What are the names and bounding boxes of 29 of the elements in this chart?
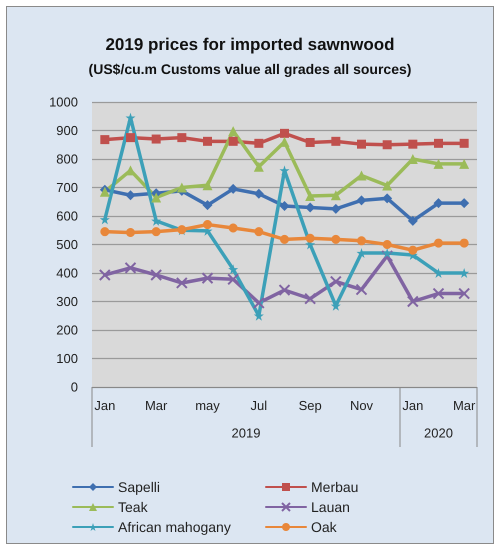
- x-tick-label: Sep: [298, 398, 322, 413]
- chart-title: 2019 prices for imported sawnwood: [105, 35, 395, 54]
- chart-subtitle: (US$/cu.m Customs value all grades all sources): [88, 61, 412, 77]
- x-tick-label: Nov: [350, 398, 374, 413]
- y-tick-label: 300: [56, 294, 78, 309]
- y-tick-label: 600: [56, 208, 78, 224]
- text: 2019: [232, 426, 260, 440]
- legend-label: Lauan: [311, 499, 350, 515]
- y-tick-label: 200: [56, 322, 78, 338]
- y-tick-label: 400: [56, 266, 78, 280]
- x-tick-label: Mar: [144, 398, 168, 413]
- y-tick-label: 0: [70, 380, 78, 394]
- legend-label: Oak: [311, 519, 338, 535]
- y-tick-label: 500: [56, 237, 78, 252]
- x-tick-label: Mar: [452, 398, 476, 413]
- legend-label: Sapelli: [118, 479, 160, 495]
- legend-label: African mahogany: [118, 519, 231, 535]
- x-tick-label: Jan: [402, 398, 424, 413]
- y-tick-label: 800: [56, 152, 78, 166]
- x-tick-label: Jan: [94, 398, 116, 413]
- legend-label: Teak: [118, 499, 149, 515]
- y-tick-label: 100: [56, 351, 78, 366]
- y-tick-label: 1000: [49, 94, 78, 110]
- y-tick-label: 700: [56, 180, 78, 195]
- text: 2020: [424, 426, 453, 440]
- x-tick-label: may: [195, 398, 220, 413]
- y-tick-label: 900: [56, 123, 78, 138]
- legend-label: Merbau: [311, 479, 358, 495]
- x-tick-label: Jul: [250, 398, 268, 413]
